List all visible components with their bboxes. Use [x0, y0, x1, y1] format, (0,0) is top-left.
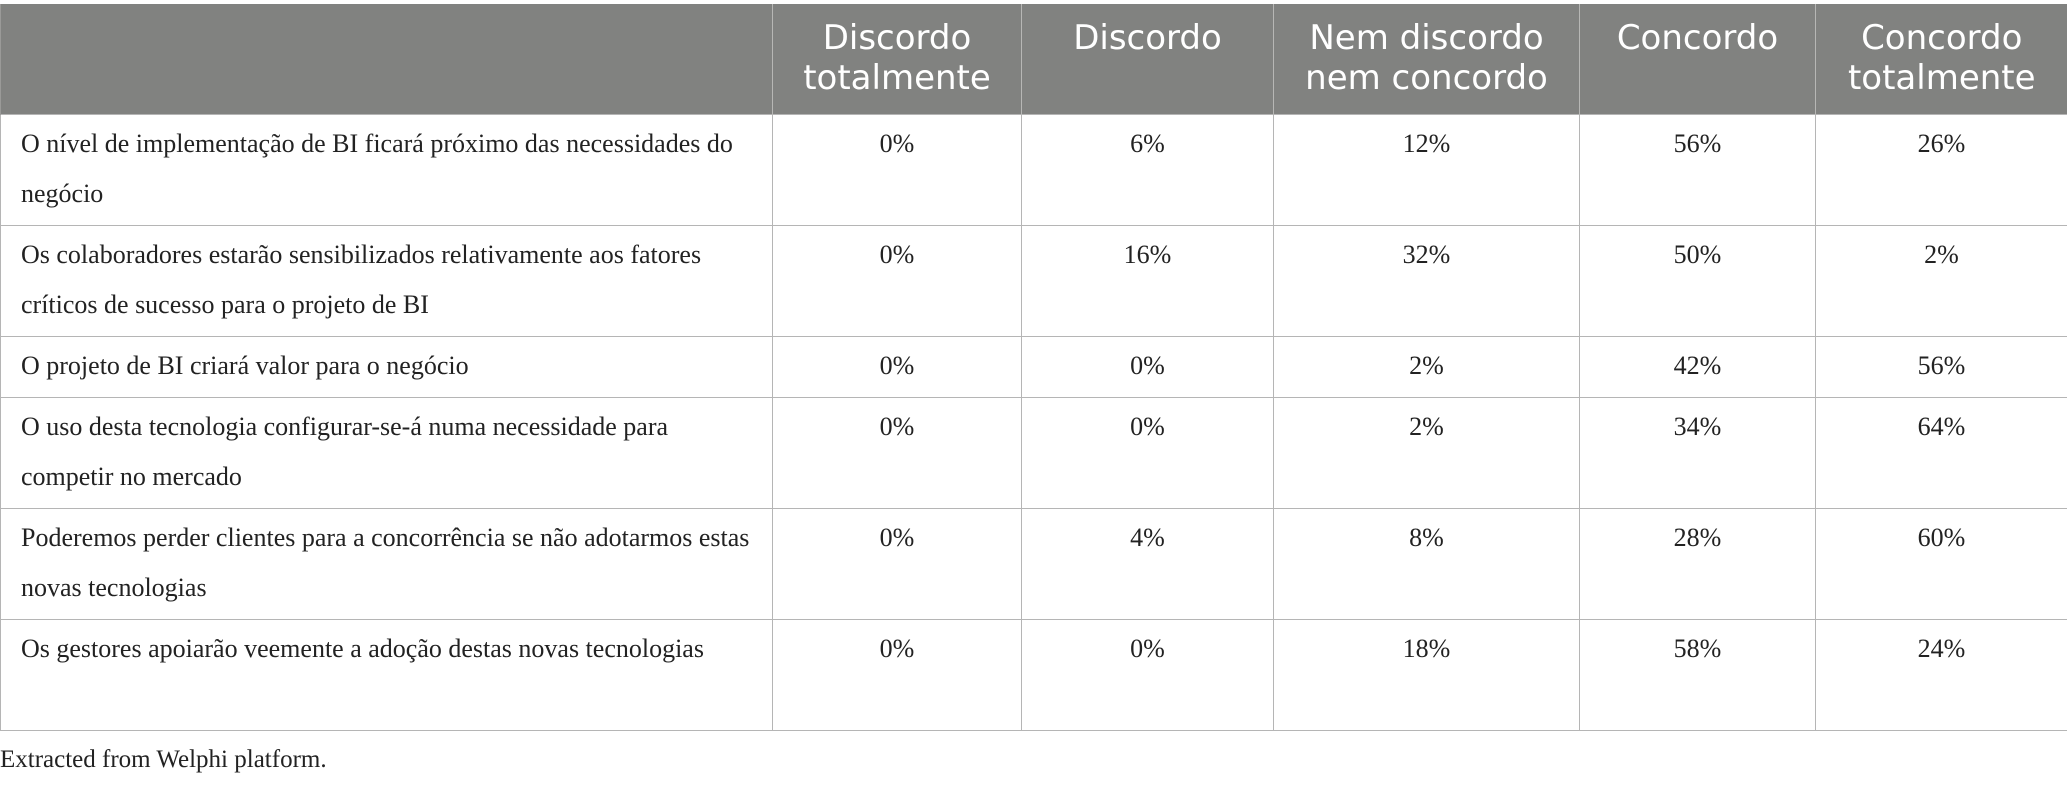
header-cell-concordo: Concordo: [1579, 4, 1816, 114]
value-cell: 0%: [772, 618, 1022, 731]
value-cell: 26%: [1815, 113, 2067, 226]
statement-cell: Os colaboradores estarão sensibilizados …: [0, 224, 773, 337]
value-cell: 24%: [1815, 618, 2067, 731]
value-cell: 6%: [1021, 113, 1274, 226]
value-cell: 2%: [1273, 335, 1580, 398]
header-cell-nem-discordo-nem-concordo: Nem discordo nem concordo: [1273, 4, 1580, 114]
value-cell: 2%: [1273, 396, 1580, 509]
value-cell: 56%: [1815, 335, 2067, 398]
header-cell-concordo-totalmente: Concordo totalmente: [1815, 4, 2067, 114]
value-cell: 8%: [1273, 507, 1580, 620]
value-cell: 12%: [1273, 113, 1580, 226]
table-row: O projeto de BI criará valor para o negó…: [0, 335, 2067, 398]
likert-results-table: Discordo totalmente Discordo Nem discord…: [0, 4, 2067, 731]
value-cell: 56%: [1579, 113, 1816, 226]
statement-cell: Poderemos perder clientes para a concorr…: [0, 507, 773, 620]
statement-cell: Os gestores apoiarão veemente a adoção d…: [0, 618, 773, 731]
header-row: Discordo totalmente Discordo Nem discord…: [0, 4, 2067, 114]
statement-cell: O projeto de BI criará valor para o negó…: [0, 335, 773, 398]
value-cell: 0%: [772, 113, 1022, 226]
value-cell: 0%: [772, 396, 1022, 509]
value-cell: 4%: [1021, 507, 1274, 620]
results-table-container: Discordo totalmente Discordo Nem discord…: [0, 4, 2067, 731]
table-row: Os colaboradores estarão sensibilizados …: [0, 224, 2067, 337]
value-cell: 60%: [1815, 507, 2067, 620]
table-row: O uso desta tecnologia configurar-se-á n…: [0, 396, 2067, 509]
value-cell: 0%: [1021, 396, 1274, 509]
value-cell: 0%: [1021, 618, 1274, 731]
table-footnote: Extracted from Welphi platform.: [0, 746, 327, 773]
value-cell: 50%: [1579, 224, 1816, 337]
table-row: O nível de implementação de BI ficará pr…: [0, 113, 2067, 226]
header-cell-discordo-totalmente: Discordo totalmente: [772, 4, 1022, 114]
statement-cell: O uso desta tecnologia configurar-se-á n…: [0, 396, 773, 509]
value-cell: 34%: [1579, 396, 1816, 509]
table-row: Poderemos perder clientes para a concorr…: [0, 507, 2067, 620]
header-cell-statement: [0, 4, 773, 114]
value-cell: 28%: [1579, 507, 1816, 620]
value-cell: 42%: [1579, 335, 1816, 398]
value-cell: 0%: [1021, 335, 1274, 398]
value-cell: 0%: [772, 507, 1022, 620]
value-cell: 58%: [1579, 618, 1816, 731]
value-cell: 2%: [1815, 224, 2067, 337]
value-cell: 18%: [1273, 618, 1580, 731]
value-cell: 32%: [1273, 224, 1580, 337]
value-cell: 0%: [772, 224, 1022, 337]
header-cell-discordo: Discordo: [1021, 4, 1274, 114]
value-cell: 16%: [1021, 224, 1274, 337]
table-row: Os gestores apoiarão veemente a adoção d…: [0, 618, 2067, 731]
statement-cell: O nível de implementação de BI ficará pr…: [0, 113, 773, 226]
value-cell: 0%: [772, 335, 1022, 398]
value-cell: 64%: [1815, 396, 2067, 509]
